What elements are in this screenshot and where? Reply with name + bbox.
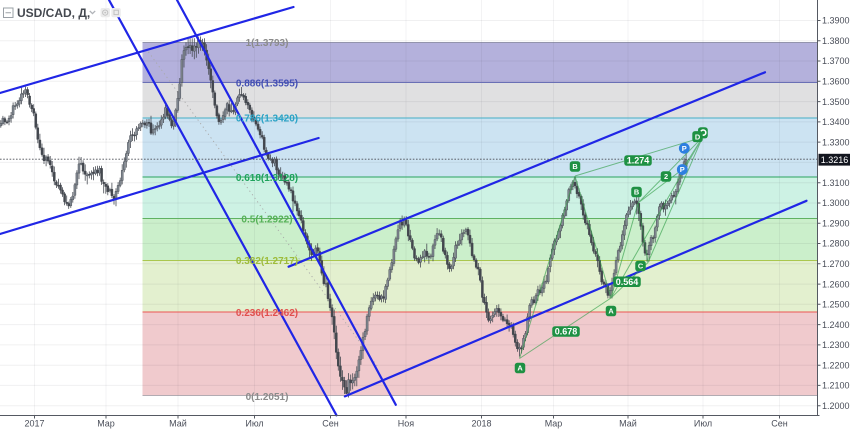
svg-text:1.2600: 1.2600	[822, 279, 850, 289]
svg-text:0.678: 0.678	[555, 327, 578, 337]
svg-text:0.382(1.2717): 0.382(1.2717)	[236, 256, 298, 267]
svg-text:C: C	[638, 262, 644, 271]
svg-text:1.2100: 1.2100	[822, 381, 850, 391]
svg-text:B: B	[634, 188, 639, 197]
svg-text:1.3400: 1.3400	[822, 117, 850, 127]
svg-text:1.3300: 1.3300	[822, 137, 850, 147]
svg-text:0(1.2051): 0(1.2051)	[246, 392, 289, 403]
svg-text:Май: Май	[169, 419, 187, 429]
svg-text:1.2200: 1.2200	[822, 360, 850, 370]
svg-text:1.2400: 1.2400	[822, 320, 850, 330]
svg-text:1.3800: 1.3800	[822, 36, 850, 46]
svg-text:0.786(1.3420): 0.786(1.3420)	[236, 114, 298, 125]
svg-text:P: P	[680, 165, 685, 174]
svg-text:Май: Май	[619, 419, 637, 429]
svg-text:Мар: Мар	[545, 419, 563, 429]
svg-text:Сен: Сен	[322, 419, 339, 429]
svg-text:1.2500: 1.2500	[822, 300, 850, 310]
svg-text:1.3100: 1.3100	[822, 178, 850, 188]
svg-text:1.2800: 1.2800	[822, 239, 850, 249]
svg-text:Июл: Июл	[694, 419, 712, 429]
svg-text:2: 2	[664, 172, 668, 181]
svg-text:2018: 2018	[471, 419, 491, 429]
svg-text:1.2700: 1.2700	[822, 259, 850, 269]
svg-text:Ноя: Ноя	[398, 419, 415, 429]
svg-text:1.3600: 1.3600	[822, 77, 850, 87]
svg-text:USD/CAD, Д,: USD/CAD, Д,	[17, 6, 90, 20]
svg-text:1.2000: 1.2000	[822, 401, 850, 411]
svg-text:1.3500: 1.3500	[822, 97, 850, 107]
svg-text:D: D	[695, 132, 701, 141]
svg-text:1.2300: 1.2300	[822, 340, 850, 350]
svg-text:1.3900: 1.3900	[822, 16, 850, 26]
svg-text:P: P	[682, 144, 687, 153]
svg-text:0.618(1.3128): 0.618(1.3128)	[236, 173, 298, 184]
svg-text:Июл: Июл	[245, 419, 263, 429]
svg-text:1.3000: 1.3000	[822, 198, 850, 208]
svg-text:Мар: Мар	[97, 419, 115, 429]
svg-text:1.3216: 1.3216	[821, 155, 849, 165]
svg-text:1(1.3793): 1(1.3793)	[246, 38, 289, 49]
svg-text:A: A	[608, 307, 614, 316]
svg-text:1.274: 1.274	[627, 156, 650, 166]
svg-text:0.236(1.2462): 0.236(1.2462)	[236, 308, 298, 319]
svg-text:A: A	[517, 364, 523, 373]
svg-text:1.3700: 1.3700	[822, 56, 850, 66]
svg-text:B: B	[572, 162, 577, 171]
svg-text:0.564: 0.564	[616, 277, 639, 287]
svg-text:0.5(1.2922): 0.5(1.2922)	[241, 215, 292, 226]
svg-text:1.2900: 1.2900	[822, 218, 850, 228]
svg-text:2017: 2017	[24, 419, 44, 429]
svg-text:Сен: Сен	[771, 419, 788, 429]
svg-text:0.886(1.3595): 0.886(1.3595)	[236, 78, 298, 89]
